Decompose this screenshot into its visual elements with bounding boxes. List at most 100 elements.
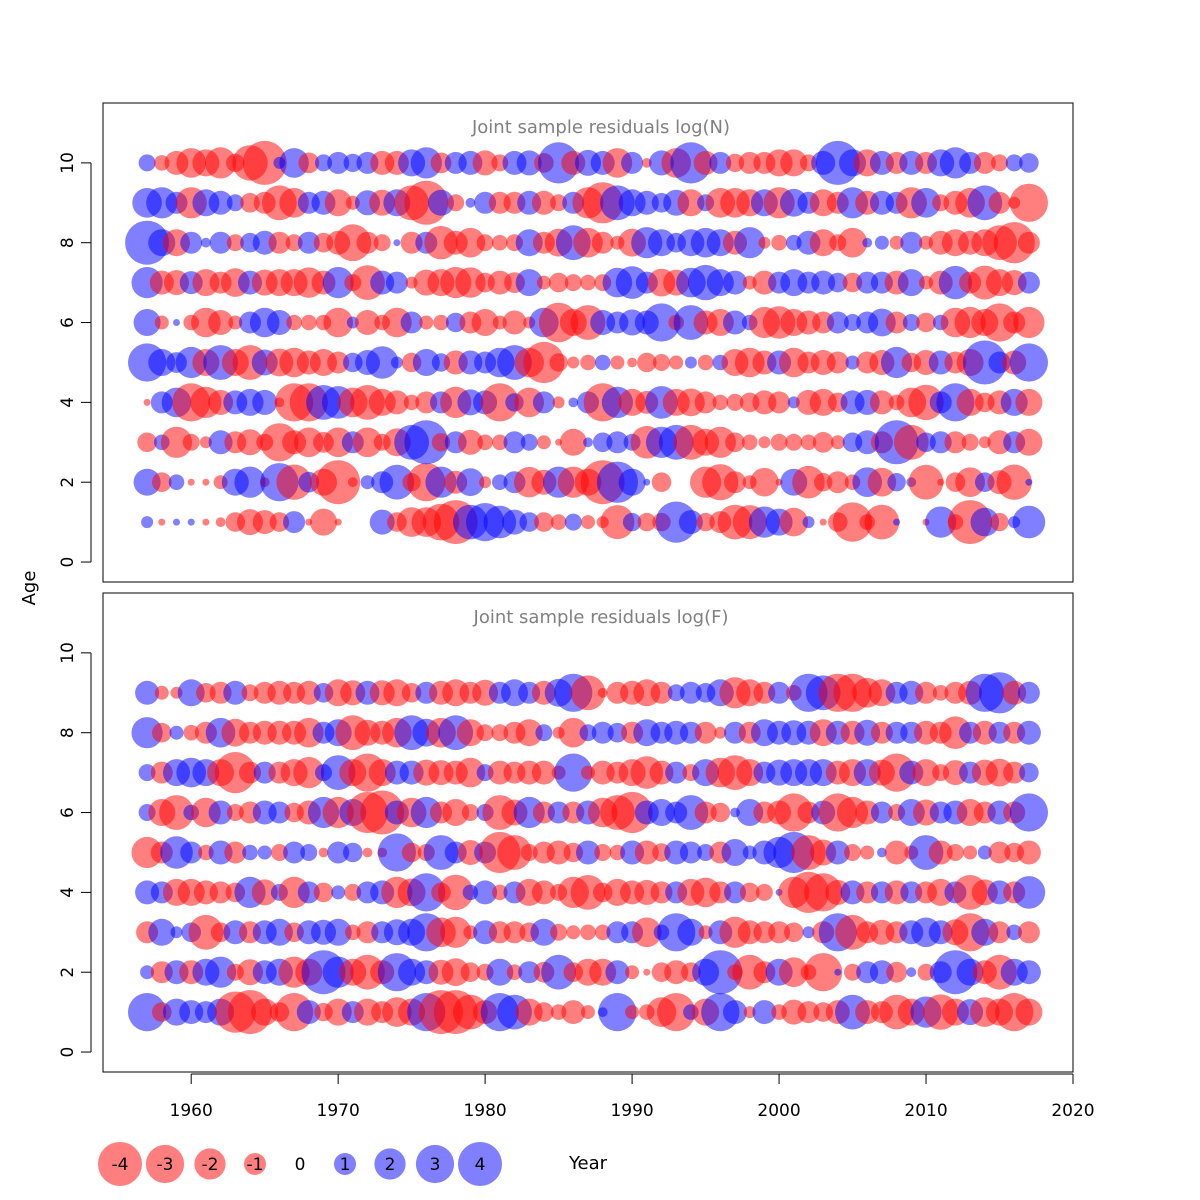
residual-bubble <box>518 961 541 984</box>
residual-bubble <box>133 468 161 496</box>
residual-bubble <box>169 725 184 740</box>
legend-bubble <box>98 1142 142 1186</box>
residual-bubble <box>252 389 278 415</box>
residual-bubble <box>209 881 232 904</box>
residual-bubble <box>780 149 808 177</box>
residual-bubble <box>900 231 923 254</box>
residual-bubble <box>515 998 543 1026</box>
residual-bubble <box>515 719 543 747</box>
residual-bubble <box>579 724 597 742</box>
residual-bubble <box>347 477 358 488</box>
residual-bubble <box>784 922 804 943</box>
legend-label: -1 <box>247 1155 264 1175</box>
residual-bubble <box>828 272 848 293</box>
residual-bubble <box>961 433 979 451</box>
residual-bubble <box>559 428 587 456</box>
residual-bubble <box>208 800 233 825</box>
legend-item: 4 <box>458 1142 502 1186</box>
residual-bubble <box>1003 761 1026 784</box>
legend-item: -4 <box>98 1142 142 1186</box>
residual-bubble <box>208 310 234 335</box>
residual-bubble <box>698 950 743 995</box>
residual-bubble <box>809 388 837 416</box>
residual-bubble <box>877 847 887 858</box>
residual-bubble <box>313 882 334 903</box>
residual-bubble <box>472 150 498 176</box>
residual-bubble <box>242 844 258 861</box>
residual-bubble <box>205 147 237 179</box>
residual-bubble <box>473 880 498 905</box>
residual-bubble <box>996 464 1032 500</box>
residual-bubble <box>268 801 291 824</box>
x-tick-label: 1960 <box>170 1101 213 1121</box>
residual-bubble <box>664 960 689 985</box>
residual-bubble <box>410 147 442 179</box>
residual-bubble <box>993 222 1035 264</box>
residual-bubble <box>1017 681 1040 704</box>
residual-bubble <box>438 874 474 911</box>
residual-bubble <box>677 918 705 946</box>
residual-bubble <box>343 842 363 863</box>
residual-bubble <box>492 434 508 451</box>
residual-bubble <box>911 188 941 218</box>
residual-bubble <box>970 507 1000 537</box>
residual-bubble <box>491 724 509 742</box>
legend-label: 1 <box>340 1155 351 1175</box>
residual-bubble <box>886 961 907 983</box>
residual-bubble <box>344 883 362 901</box>
residual-bubble <box>128 993 167 1032</box>
residual-bubble <box>182 433 200 451</box>
residual-bubble <box>1015 998 1043 1026</box>
residual-bubble <box>570 675 606 711</box>
residual-bubble <box>1016 720 1041 745</box>
residual-bubble <box>1019 762 1039 783</box>
residual-bubble <box>265 918 293 946</box>
residual-bubble <box>669 355 684 370</box>
residual-bubble <box>373 234 391 252</box>
residual-bubble <box>580 924 596 941</box>
residual-bubble <box>143 398 151 406</box>
residual-bubble <box>726 393 744 411</box>
residual-bubble <box>925 506 957 538</box>
residual-bubble <box>826 351 849 374</box>
residual-bubble <box>461 804 479 821</box>
residual-bubble <box>741 434 758 451</box>
residual-bubble <box>912 759 940 787</box>
residual-bubble <box>356 231 379 254</box>
legend-bubble <box>244 1153 266 1175</box>
residual-bubble <box>441 958 470 987</box>
residual-bubble <box>576 840 600 865</box>
residual-bubble <box>802 926 815 939</box>
residual-bubble <box>390 356 403 369</box>
residual-bubble <box>506 964 523 980</box>
residual-bubble <box>283 511 306 534</box>
residual-bubble <box>667 684 685 702</box>
residual-bubble <box>480 383 519 422</box>
x-tick-label: 2010 <box>904 1101 947 1121</box>
residual-bubble <box>610 355 625 370</box>
residual-bubble <box>768 391 791 414</box>
residual-bubble <box>226 234 244 252</box>
residual-bubble <box>862 237 873 248</box>
panel-logN: Joint sample residuals log(N) 0 2 4 6 8 10 <box>58 102 1074 583</box>
residual-bubble <box>648 229 675 257</box>
residual-bubble <box>1025 478 1033 486</box>
residual-bubble <box>988 841 1011 864</box>
legend-label: -2 <box>202 1155 219 1175</box>
legend-bubble <box>415 1144 455 1184</box>
residual-bubble <box>137 432 157 453</box>
residual-bubble <box>734 227 766 259</box>
residual-bubble <box>202 478 210 486</box>
residual-bubble <box>531 880 556 905</box>
residual-bubble <box>978 436 991 449</box>
residual-bubble <box>723 1000 747 1025</box>
y-tick-label: 2 <box>58 477 78 488</box>
residual-bubble <box>324 189 352 217</box>
residual-bubble <box>800 434 817 451</box>
residual-bubble <box>944 431 967 454</box>
residual-bubble <box>743 1006 756 1019</box>
residual-bubble <box>1009 183 1048 222</box>
residual-bubble <box>549 353 568 372</box>
residual-bubble <box>697 844 715 861</box>
residual-bubble <box>710 802 731 823</box>
